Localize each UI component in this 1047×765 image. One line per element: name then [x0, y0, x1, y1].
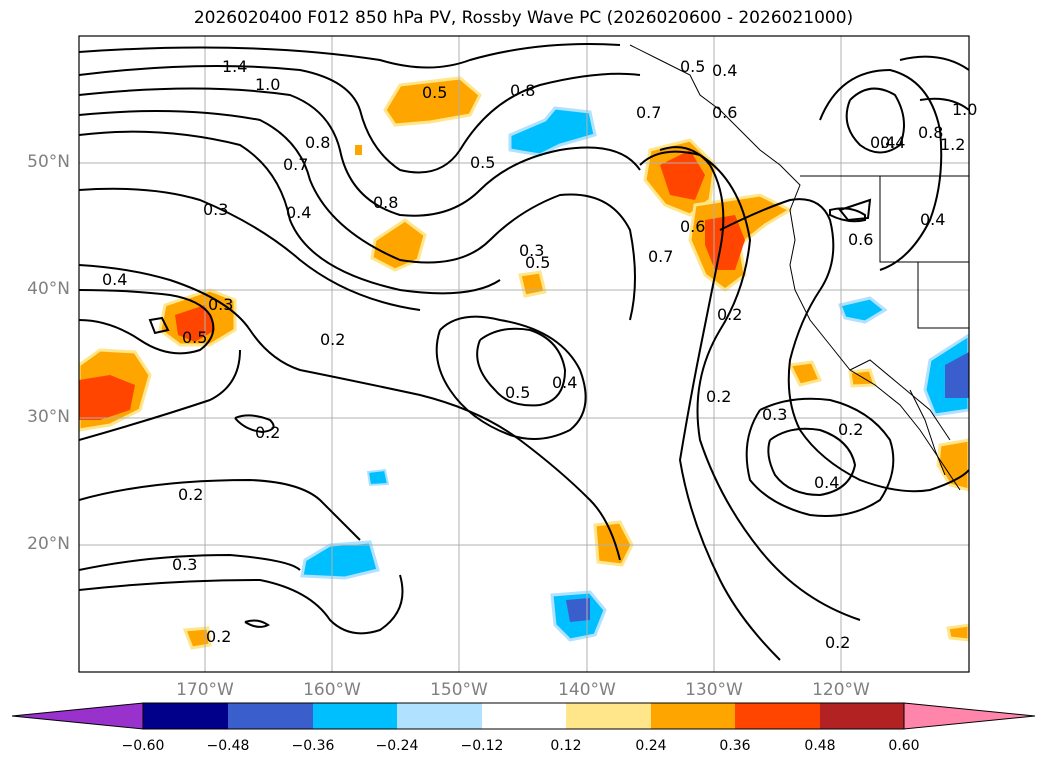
- contour-label: 0.6: [680, 217, 705, 236]
- colorbar-swatch: [143, 703, 228, 729]
- contour-label: 1.0: [952, 100, 977, 119]
- contour-label: 0.7: [283, 155, 308, 174]
- contour-labels: 1.4 1.0 0.8 0.7 0.3 0.4 0.5 0.8 0.5 0.8 …: [102, 57, 977, 652]
- colorbar-tick: −0.24: [375, 738, 419, 754]
- contour-label: 0.3: [172, 555, 197, 574]
- contour-label: 1.4: [222, 57, 247, 76]
- colorbar-tick: −0.60: [121, 738, 165, 754]
- lat-label-30n: 30°N: [27, 407, 70, 427]
- chart-title: 2026020400 F012 850 hPa PV, Rossby Wave …: [193, 8, 854, 28]
- lat-label-50n: 50°N: [27, 152, 70, 172]
- contour-label: 0.2: [825, 633, 850, 652]
- colorbar-tick: −0.12: [460, 738, 504, 754]
- contour-label: 0.8: [510, 81, 535, 100]
- colorbar-tick: 0.12: [550, 738, 582, 754]
- pv-contours: [79, 43, 969, 661]
- contour-label: 0.4: [870, 133, 895, 152]
- contour-label: 0.5: [505, 383, 530, 402]
- contour-label: 1.2: [940, 135, 965, 154]
- contour-label: 0.8: [373, 193, 398, 212]
- contour-label: 0.2: [717, 305, 742, 324]
- colorbar-swatch: [482, 703, 566, 729]
- lon-label-150w: 150°W: [430, 680, 488, 700]
- contour-label: 0.3: [762, 405, 787, 424]
- contour-label: 0.4: [920, 210, 945, 229]
- lon-label-120w: 120°W: [812, 680, 870, 700]
- contour-label: 0.5: [525, 253, 550, 272]
- colorbar-extend-low: [11, 702, 144, 730]
- positive-anomaly-shading: [79, 76, 969, 650]
- contour-label: 0.6: [712, 103, 737, 122]
- lat-label-40n: 40°N: [27, 279, 70, 299]
- contour-label: 0.7: [636, 103, 661, 122]
- colorbar-tick: 0.48: [804, 738, 836, 754]
- colorbar: [11, 702, 1036, 730]
- contour-label: 0.2: [178, 485, 203, 504]
- contour-label: 0.8: [918, 123, 943, 142]
- contour-label: 0.5: [680, 57, 705, 76]
- contour-label: 0.4: [814, 473, 839, 492]
- colorbar-tick: 0.24: [635, 738, 667, 754]
- lon-label-130w: 130°W: [685, 680, 743, 700]
- colorbar-extend-high: [903, 702, 1036, 730]
- contour-label: 0.3: [208, 295, 233, 314]
- contour-label: 0.3: [203, 200, 228, 219]
- contour-label: 0.6: [848, 230, 873, 249]
- graticule: [79, 36, 969, 672]
- contour-label: 0.4: [712, 61, 737, 80]
- contour-label: 0.3: [519, 241, 544, 260]
- map-frame: [78, 35, 970, 673]
- contour-label: 0.5: [470, 153, 495, 172]
- contour-label: 0.4: [880, 133, 905, 152]
- contour-label: 1.0: [255, 75, 280, 94]
- colorbar-swatch: [397, 703, 482, 729]
- lon-label-170w: 170°W: [176, 680, 234, 700]
- lat-label-20n: 20°N: [27, 534, 70, 554]
- contour-label: 0.2: [320, 330, 345, 349]
- colorbar-tick: −0.48: [206, 738, 250, 754]
- contour-label: 0.4: [102, 270, 127, 289]
- colorbar-swatch: [228, 703, 313, 729]
- colorbar-tick: 0.60: [888, 738, 920, 754]
- colorbar-swatch: [651, 703, 735, 729]
- colorbar-swatch: [820, 703, 904, 729]
- colorbar-swatch: [735, 703, 820, 729]
- contour-label: 0.2: [255, 423, 280, 442]
- contour-label: 0.5: [422, 83, 447, 102]
- contour-label: 0.2: [838, 420, 863, 439]
- lon-label-160w: 160°W: [303, 680, 361, 700]
- contour-label: 0.4: [286, 203, 311, 222]
- contour-label: 0.5: [182, 328, 207, 347]
- contour-label: 0.7: [648, 247, 673, 266]
- lon-label-140w: 140°W: [558, 680, 616, 700]
- contour-label: 0.4: [552, 373, 577, 392]
- colorbar-tick: −0.36: [291, 738, 335, 754]
- colorbar-tick: 0.36: [719, 738, 751, 754]
- contour-label: 0.2: [706, 387, 731, 406]
- contour-label: 0.2: [206, 627, 231, 646]
- contour-label: 0.8: [305, 133, 330, 152]
- colorbar-swatch: [313, 703, 397, 729]
- colorbar-swatch: [566, 703, 651, 729]
